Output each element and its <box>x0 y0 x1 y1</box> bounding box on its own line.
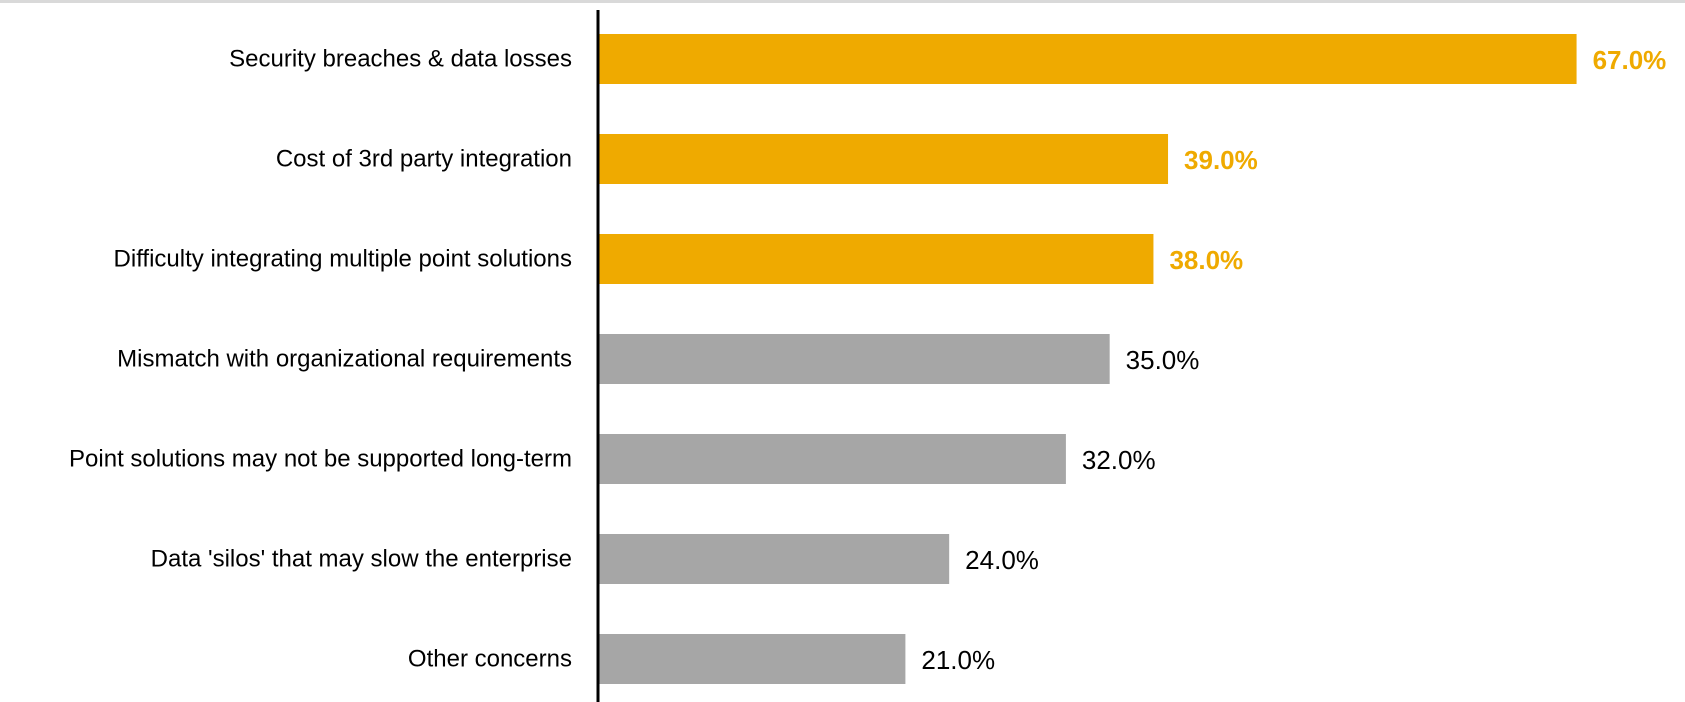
bars-layer <box>599 34 1577 684</box>
value-label: 24.0% <box>965 545 1039 575</box>
value-label: 67.0% <box>1593 45 1667 75</box>
category-label: Data 'silos' that may slow the enterpris… <box>151 546 572 573</box>
bar <box>599 434 1066 484</box>
bar <box>599 134 1169 184</box>
value-label: 21.0% <box>921 645 995 675</box>
category-label: Mismatch with organizational requirement… <box>117 346 572 373</box>
category-label: Point solutions may not be supported lon… <box>69 446 572 473</box>
bar <box>599 234 1154 284</box>
value-label: 38.0% <box>1169 245 1243 275</box>
value-label: 32.0% <box>1082 445 1156 475</box>
top-divider <box>0 0 1685 3</box>
labels-layer: Security breaches & data losses 67.0% Cost… <box>69 45 1666 675</box>
bar <box>599 34 1577 84</box>
bar <box>599 534 950 584</box>
bar <box>599 334 1110 384</box>
category-label: Security breaches & data losses <box>229 46 572 73</box>
category-label: Other concerns <box>408 646 572 673</box>
value-label: 39.0% <box>1184 145 1258 175</box>
category-label: Cost of 3rd party integration <box>276 146 572 173</box>
value-label: 35.0% <box>1126 345 1200 375</box>
category-label: Difficulty integrating multiple point so… <box>114 246 572 273</box>
bar <box>599 634 906 684</box>
